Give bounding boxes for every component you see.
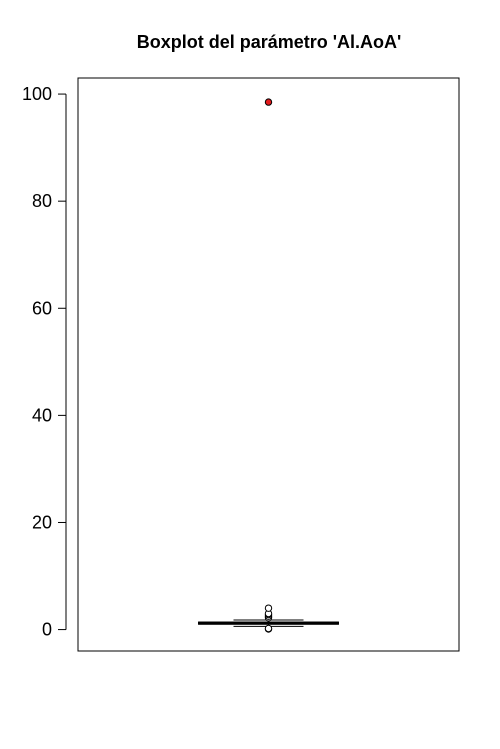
y-tick-label: 0 bbox=[42, 620, 52, 640]
plot-frame bbox=[77, 77, 460, 652]
y-tick-label: 60 bbox=[32, 298, 52, 318]
y-tick-label: 100 bbox=[22, 84, 52, 104]
chart-title: Boxplot del parámetro 'Al.AoA' bbox=[137, 32, 402, 52]
y-axis-ticks: 0 20 40 60 80 100 bbox=[22, 84, 66, 640]
outliers-group bbox=[264, 98, 273, 633]
y-tick-label: 20 bbox=[32, 512, 52, 532]
y-tick-label: 80 bbox=[32, 191, 52, 211]
y-tick-label: 40 bbox=[32, 405, 52, 425]
box-group bbox=[198, 619, 339, 627]
outlier-point bbox=[264, 604, 273, 612]
outlier-point bbox=[264, 624, 273, 633]
highlighted-outlier-point bbox=[264, 98, 273, 106]
